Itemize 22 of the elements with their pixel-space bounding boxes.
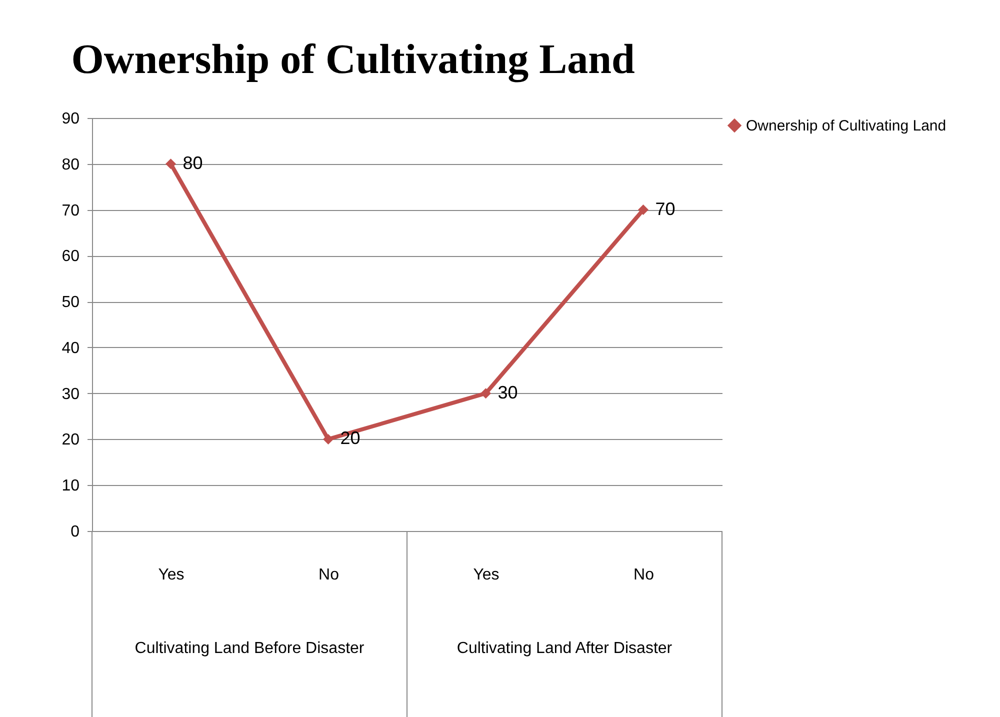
text: Cultivating Land After Disaster	[456, 640, 673, 657]
y-tick-label: 90	[62, 110, 80, 128]
y-tick-label: 20	[62, 432, 80, 449]
y-tick-label: 60	[62, 248, 80, 266]
x-tick-label: Yes	[473, 566, 500, 584]
data-label: 80	[182, 152, 203, 173]
data-label: 70	[655, 198, 676, 219]
y-tick-label: 30	[62, 386, 80, 403]
x-tick-label: Yes	[158, 566, 184, 584]
y-tick-label: 70	[62, 202, 80, 220]
legend-label: Ownership of Cultivating Land	[746, 118, 946, 134]
y-tick-label: 50	[62, 294, 80, 312]
y-tick-label: 0	[70, 524, 80, 540]
x-tick-label: No	[634, 566, 654, 584]
y-tick-label: 80	[62, 156, 80, 174]
y-tick-label: 10	[62, 478, 80, 495]
data-label: 20	[340, 428, 360, 448]
y-tick-label: 40	[62, 340, 80, 357]
text: Cultivating Land Before Disaster	[134, 640, 365, 657]
x-tick-label: No	[318, 566, 340, 584]
chart-title: Ownership of Cultivating Land	[71, 37, 635, 83]
data-label: 30	[498, 382, 518, 402]
